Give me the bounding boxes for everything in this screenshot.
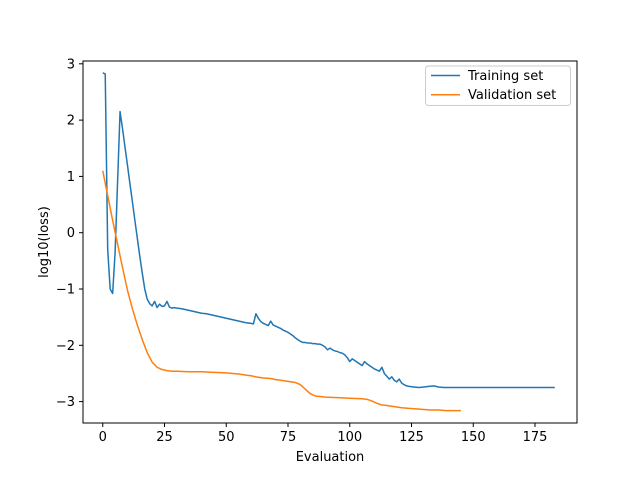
plot-border — [82, 60, 578, 424]
x-tick-label: 75 — [280, 430, 297, 445]
y-tick-label: −3 — [56, 395, 75, 410]
x-tick-label: 175 — [523, 430, 548, 445]
x-tick-label: 50 — [218, 430, 235, 445]
y-tick-label: −1 — [56, 283, 75, 298]
y-tick-label: −2 — [56, 339, 75, 354]
validation-set-line — [102, 170, 461, 412]
x-axis-label: Evaluation — [295, 450, 365, 465]
legend-box — [425, 65, 571, 106]
x-tick-label: 25 — [156, 430, 173, 445]
y-tick-label: 2 — [67, 114, 75, 129]
y-tick-label: 1 — [67, 170, 75, 185]
x-tick-label: 150 — [461, 430, 486, 445]
y-axis-label: log10(loss) — [37, 206, 52, 278]
training-set-line — [102, 72, 555, 389]
x-tick-label: 125 — [399, 430, 424, 445]
y-tick-label: 0 — [67, 226, 75, 241]
legend-label: Validation set — [468, 88, 556, 103]
y-tick-label: 3 — [67, 57, 75, 72]
x-tick-label: 0 — [99, 430, 107, 445]
legend-label: Training set — [467, 69, 543, 84]
x-tick-label: 100 — [337, 430, 362, 445]
